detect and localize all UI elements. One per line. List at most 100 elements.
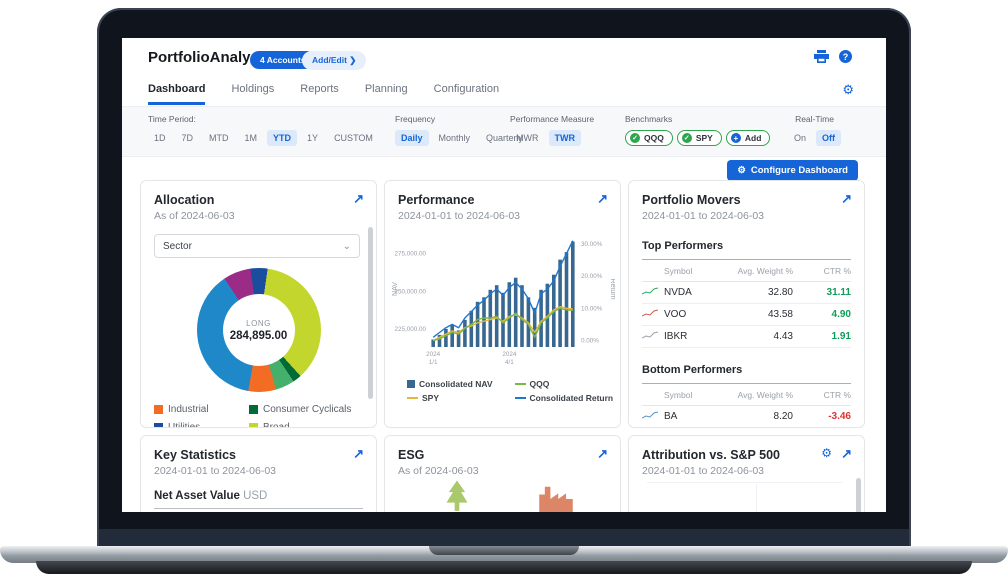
performance-legend: Consolidated NAV SPY QQQ Consolidated Retur… (407, 377, 613, 405)
donut-center: LONG 284,895.00 (222, 294, 295, 366)
filter-option-1d[interactable]: 1D (154, 133, 166, 143)
filter-bar: Time Period: 1D 7D MTD 1M YTD 1Y CUSTOM Freque… (122, 106, 886, 157)
check-icon: ✓ (681, 133, 692, 143)
expand-icon[interactable]: ↗ (353, 446, 364, 461)
expand-icon[interactable]: ↗ (597, 446, 608, 461)
time-period-group: Time Period: 1D 7D MTD 1M YTD 1Y CUSTOM (148, 114, 379, 146)
benchmark-pill-spy[interactable]: ✓ SPY (676, 130, 722, 146)
accounts-badge: 4 Accounts (250, 51, 316, 69)
laptop-base-notch (429, 546, 579, 555)
expand-icon[interactable]: ↗ (841, 446, 852, 461)
allocation-scrollbar[interactable] (368, 227, 373, 399)
card-title: Performance (398, 193, 475, 207)
frequency-label: Frequency (395, 114, 436, 124)
ctr-cell: -3.46 (828, 411, 851, 422)
performance-card: Performance 2024-01-01 to 2024-06-03 ↗ 2… (384, 180, 621, 428)
filter-option-mwr[interactable]: MWR (516, 133, 539, 143)
real-time-group: Real-Time On Off (788, 114, 842, 146)
configure-dashboard-button[interactable]: ⚙ Configure Dashboard (727, 160, 858, 181)
svg-text:0.00%: 0.00% (581, 338, 599, 345)
table-row: VOO 43.58 4.90 (641, 304, 851, 326)
print-icon[interactable] (814, 50, 829, 63)
symbol-cell[interactable]: IBKR (664, 331, 688, 342)
benchmarks-group: Benchmarks ✓ QQQ ✓ SPY + Add (625, 114, 771, 146)
attribution-scrollbar[interactable] (856, 478, 861, 512)
chevron-down-icon: ⌄ (342, 240, 351, 252)
tab-planning[interactable]: Planning (364, 83, 408, 95)
expand-icon[interactable]: ↗ (841, 191, 852, 206)
add-edit-button[interactable]: Add/Edit ❯ (302, 51, 367, 70)
card-subtitle: As of 2024-06-03 (154, 210, 235, 222)
key-statistics-card: Key Statistics 2024-01-01 to 2024-06-03 … (140, 435, 377, 512)
filter-option-7d[interactable]: 7D (181, 133, 194, 143)
tree-icon (443, 479, 471, 512)
esg-card: ESG As of 2024-06-03 ↗ (384, 435, 621, 512)
filter-option-ytd[interactable]: YTD (267, 130, 298, 146)
symbol-cell[interactable]: NVDA (664, 287, 692, 298)
expand-icon[interactable]: ↗ (353, 191, 364, 206)
legend-marker (407, 380, 415, 388)
legend-marker (514, 383, 526, 385)
weight-cell: 4.43 (773, 331, 793, 342)
svg-text:1/1: 1/1 (429, 359, 438, 366)
legend-swatch (249, 405, 258, 414)
help-icon[interactable]: ? (839, 50, 852, 63)
attribution-chart-axis (756, 484, 757, 512)
performance-measure-group: Performance Measure MWR TWR (510, 114, 594, 146)
tabs-gear-icon[interactable]: ⚙ (842, 82, 854, 97)
tab-configuration[interactable]: Configuration (433, 83, 500, 95)
svg-text:2024: 2024 (502, 351, 517, 358)
frequency-group: Frequency Daily Monthly Quarterly (395, 114, 529, 146)
table-row: BA 8.20 -3.46 (641, 406, 851, 427)
filter-option-off[interactable]: Off (816, 130, 842, 146)
card-title: Portfolio Movers (642, 193, 741, 207)
ctr-cell: 1.91 (831, 331, 851, 342)
svg-text:4/1: 4/1 (505, 359, 514, 366)
symbol-cell[interactable]: VOO (664, 309, 687, 320)
allocation-legend: Industrial Consumer Cyclicals Utilities Bro… (154, 404, 363, 427)
sparkline-icon (641, 331, 664, 342)
gear-icon[interactable]: ⚙ (821, 446, 832, 460)
sparkline-icon (641, 309, 664, 320)
legend-item: Broad (249, 422, 363, 427)
filter-option-on[interactable]: On (794, 133, 807, 143)
benchmark-pill-qqq[interactable]: ✓ QQQ (625, 130, 673, 146)
app-title: PortfolioAnalyst (148, 49, 264, 66)
legend-swatch (154, 423, 163, 427)
legend-item: Industrial (154, 404, 249, 415)
tab-reports[interactable]: Reports (300, 83, 339, 95)
table-header: Symbol Avg. Weight % CTR % (642, 260, 851, 282)
svg-text:30.00%: 30.00% (581, 241, 603, 248)
screen: PortfolioAnalyst 4 Accounts Add/Edit ❯ ?… (122, 38, 886, 512)
allocation-dropdown[interactable]: Sector ⌄ (154, 234, 360, 258)
filter-option-monthly[interactable]: Monthly (438, 133, 471, 143)
check-icon: ✓ (630, 133, 640, 143)
expand-icon[interactable]: ↗ (597, 191, 608, 206)
tab-bar: Dashboard Holdings Reports Planning Configur… (148, 83, 499, 105)
svg-text:275,000.00: 275,000.00 (394, 251, 426, 258)
attribution-chart-frame (647, 482, 843, 483)
ctr-cell: 4.90 (831, 309, 851, 320)
plus-icon: + (730, 133, 741, 143)
tab-dashboard[interactable]: Dashboard (148, 83, 206, 105)
filter-option-quarterly[interactable]: Quarterly (486, 133, 524, 143)
filter-option-custom[interactable]: CUSTOM (334, 133, 373, 143)
filter-option-1y[interactable]: 1Y (307, 133, 319, 143)
card-title: Allocation (154, 193, 215, 207)
filter-option-mtd[interactable]: MTD (209, 133, 229, 143)
gear-icon: ⚙ (737, 165, 746, 176)
legend-item: Consolidated NAV (407, 377, 493, 391)
filter-option-twr[interactable]: TWR (548, 130, 581, 146)
bottom-performers-heading: Bottom Performers (642, 354, 851, 384)
weight-cell: 32.80 (767, 287, 793, 298)
svg-text:20.00%: 20.00% (581, 273, 603, 280)
card-title: Attribution vs. S&P 500 (642, 448, 780, 462)
card-subtitle: 2024-01-01 to 2024-06-03 (154, 465, 277, 477)
tab-holdings[interactable]: Holdings (231, 83, 275, 95)
sparkline-icon (641, 411, 664, 422)
filter-option-1m[interactable]: 1M (244, 133, 258, 143)
add-benchmark-button[interactable]: + Add (725, 130, 771, 146)
filter-option-daily[interactable]: Daily (395, 130, 429, 146)
benchmarks-label: Benchmarks (625, 114, 673, 124)
symbol-cell[interactable]: BA (664, 411, 678, 422)
